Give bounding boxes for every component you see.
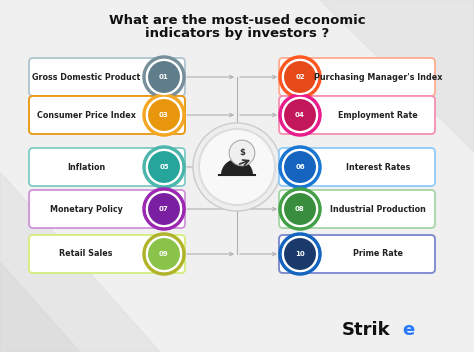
Polygon shape	[0, 262, 80, 352]
Circle shape	[283, 150, 317, 184]
Circle shape	[199, 129, 275, 205]
Text: Interest Rates: Interest Rates	[346, 163, 410, 171]
Wedge shape	[221, 159, 253, 175]
Polygon shape	[320, 0, 474, 152]
Text: Consumer Price Index: Consumer Price Index	[36, 111, 136, 119]
Text: Gross Domestic Product: Gross Domestic Product	[32, 73, 140, 82]
Text: 03: 03	[159, 112, 169, 118]
Text: Inflation: Inflation	[67, 163, 105, 171]
Circle shape	[280, 189, 320, 229]
Circle shape	[144, 189, 184, 229]
Text: 02: 02	[295, 74, 305, 80]
FancyBboxPatch shape	[29, 235, 185, 273]
Circle shape	[147, 192, 181, 226]
Text: 07: 07	[159, 206, 169, 212]
Circle shape	[280, 95, 320, 135]
Circle shape	[144, 147, 184, 187]
FancyBboxPatch shape	[29, 58, 185, 96]
FancyBboxPatch shape	[279, 96, 435, 134]
Text: Employment Rate: Employment Rate	[338, 111, 418, 119]
Circle shape	[144, 234, 184, 274]
Circle shape	[193, 123, 281, 211]
Text: 05: 05	[159, 164, 169, 170]
Circle shape	[283, 60, 317, 94]
Circle shape	[147, 60, 181, 94]
Text: $: $	[239, 149, 245, 157]
FancyBboxPatch shape	[279, 148, 435, 186]
Text: Strik: Strik	[341, 321, 390, 339]
Circle shape	[283, 98, 317, 132]
FancyBboxPatch shape	[29, 190, 185, 228]
Text: What are the most-used economic: What are the most-used economic	[109, 13, 365, 26]
FancyBboxPatch shape	[279, 58, 435, 96]
Text: 06: 06	[295, 164, 305, 170]
Text: indicators by investors ?: indicators by investors ?	[145, 27, 329, 40]
Circle shape	[280, 57, 320, 97]
Text: Monetary Policy: Monetary Policy	[50, 205, 122, 214]
Text: 08: 08	[295, 206, 305, 212]
Polygon shape	[0, 172, 160, 352]
Circle shape	[144, 57, 184, 97]
Circle shape	[147, 150, 181, 184]
Text: 10: 10	[295, 251, 305, 257]
FancyBboxPatch shape	[29, 148, 185, 186]
Text: 04: 04	[295, 112, 305, 118]
FancyBboxPatch shape	[279, 235, 435, 273]
Text: Purchasing Manager's Index: Purchasing Manager's Index	[314, 73, 442, 82]
Circle shape	[280, 147, 320, 187]
Text: Retail Sales: Retail Sales	[59, 250, 113, 258]
FancyBboxPatch shape	[279, 190, 435, 228]
Circle shape	[283, 237, 317, 271]
Text: 01: 01	[159, 74, 169, 80]
Circle shape	[283, 192, 317, 226]
FancyBboxPatch shape	[29, 96, 185, 134]
Circle shape	[147, 98, 181, 132]
Text: Prime Rate: Prime Rate	[353, 250, 403, 258]
Circle shape	[147, 237, 181, 271]
Text: 09: 09	[159, 251, 169, 257]
Text: e: e	[403, 321, 415, 339]
Circle shape	[280, 234, 320, 274]
Circle shape	[144, 95, 184, 135]
Text: Industrial Production: Industrial Production	[330, 205, 426, 214]
